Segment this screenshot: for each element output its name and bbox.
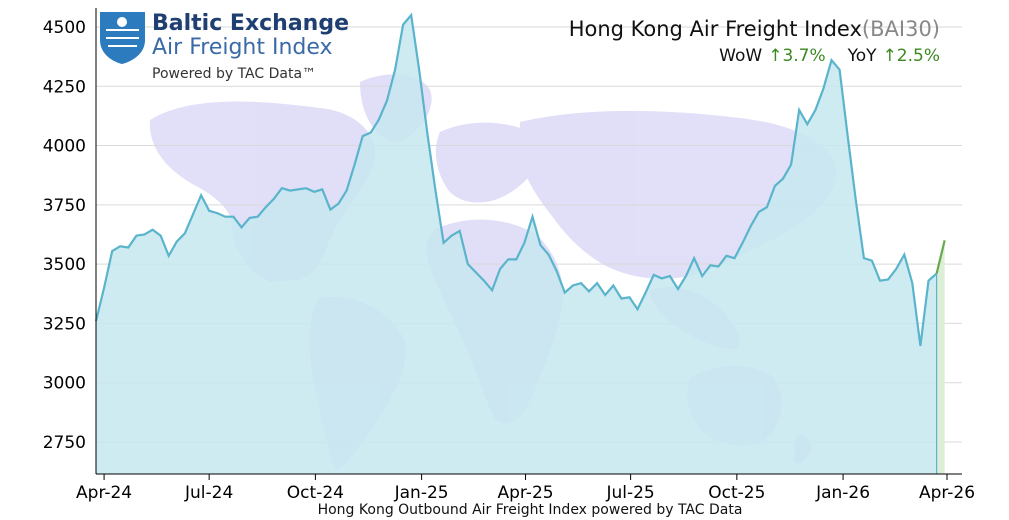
x-tick-label: Oct-25 [708, 483, 765, 503]
x-tick-label: Apr-26 [919, 483, 975, 503]
title-block: Hong Kong Air Freight Index(BAI30) WoW ↑3… [569, 17, 940, 66]
x-tick-label: Oct-24 [287, 483, 344, 503]
wow-label: WoW [719, 46, 762, 66]
yoy-label: YoY [847, 46, 878, 66]
latest-week-line [935, 240, 946, 274]
europe-shape [435, 122, 542, 203]
chart-title-main: Hong Kong Air Freight Index [569, 17, 862, 41]
brand-block: Baltic Exchange Air Freight Index Powere… [100, 11, 349, 82]
brand-title: Baltic Exchange [152, 11, 349, 36]
chart-title-code: (BAI30) [862, 17, 940, 41]
change-stats: WoW ↑3.7% YoY ↑2.5% [719, 46, 940, 66]
x-tick-label: Jan-26 [815, 483, 870, 503]
x-tick-label: Jan-25 [394, 483, 449, 503]
series-area [96, 15, 937, 474]
brand-tagline: Powered by TAC Data™ [152, 66, 316, 82]
y-tick-label: 3000 [43, 374, 86, 394]
x-tick-label: Apr-25 [497, 483, 553, 503]
y-tick-label: 3500 [43, 255, 86, 275]
wow-value: ↑3.7% [768, 46, 825, 66]
y-tick-label: 4250 [43, 77, 86, 97]
latest-week-area [936, 240, 945, 474]
yoy-value: ↑2.5% [883, 46, 940, 66]
series-layer [94, 12, 946, 474]
y-tick-label: 2750 [43, 433, 86, 453]
y-tick-label: 3250 [43, 314, 86, 334]
chart-caption: Hong Kong Outbound Air Freight Index pow… [318, 502, 743, 518]
brand-subtitle: Air Freight Index [152, 35, 333, 60]
chart-title: Hong Kong Air Freight Index(BAI30) [569, 17, 940, 41]
axes: 2750 3000 3250 3500 3750 4000 4250 4500 Apr-24 Ju… [43, 8, 975, 503]
y-tick-label: 4500 [43, 18, 86, 38]
x-tick-label: Apr-24 [76, 483, 132, 503]
y-tick-label: 3750 [43, 196, 86, 216]
y-tick-label: 4000 [43, 137, 86, 157]
baltic-logo-icon [100, 12, 145, 64]
x-tick-label: Jul-25 [605, 483, 654, 503]
series-line [94, 12, 938, 347]
x-tick-label: Jul-24 [184, 483, 233, 503]
